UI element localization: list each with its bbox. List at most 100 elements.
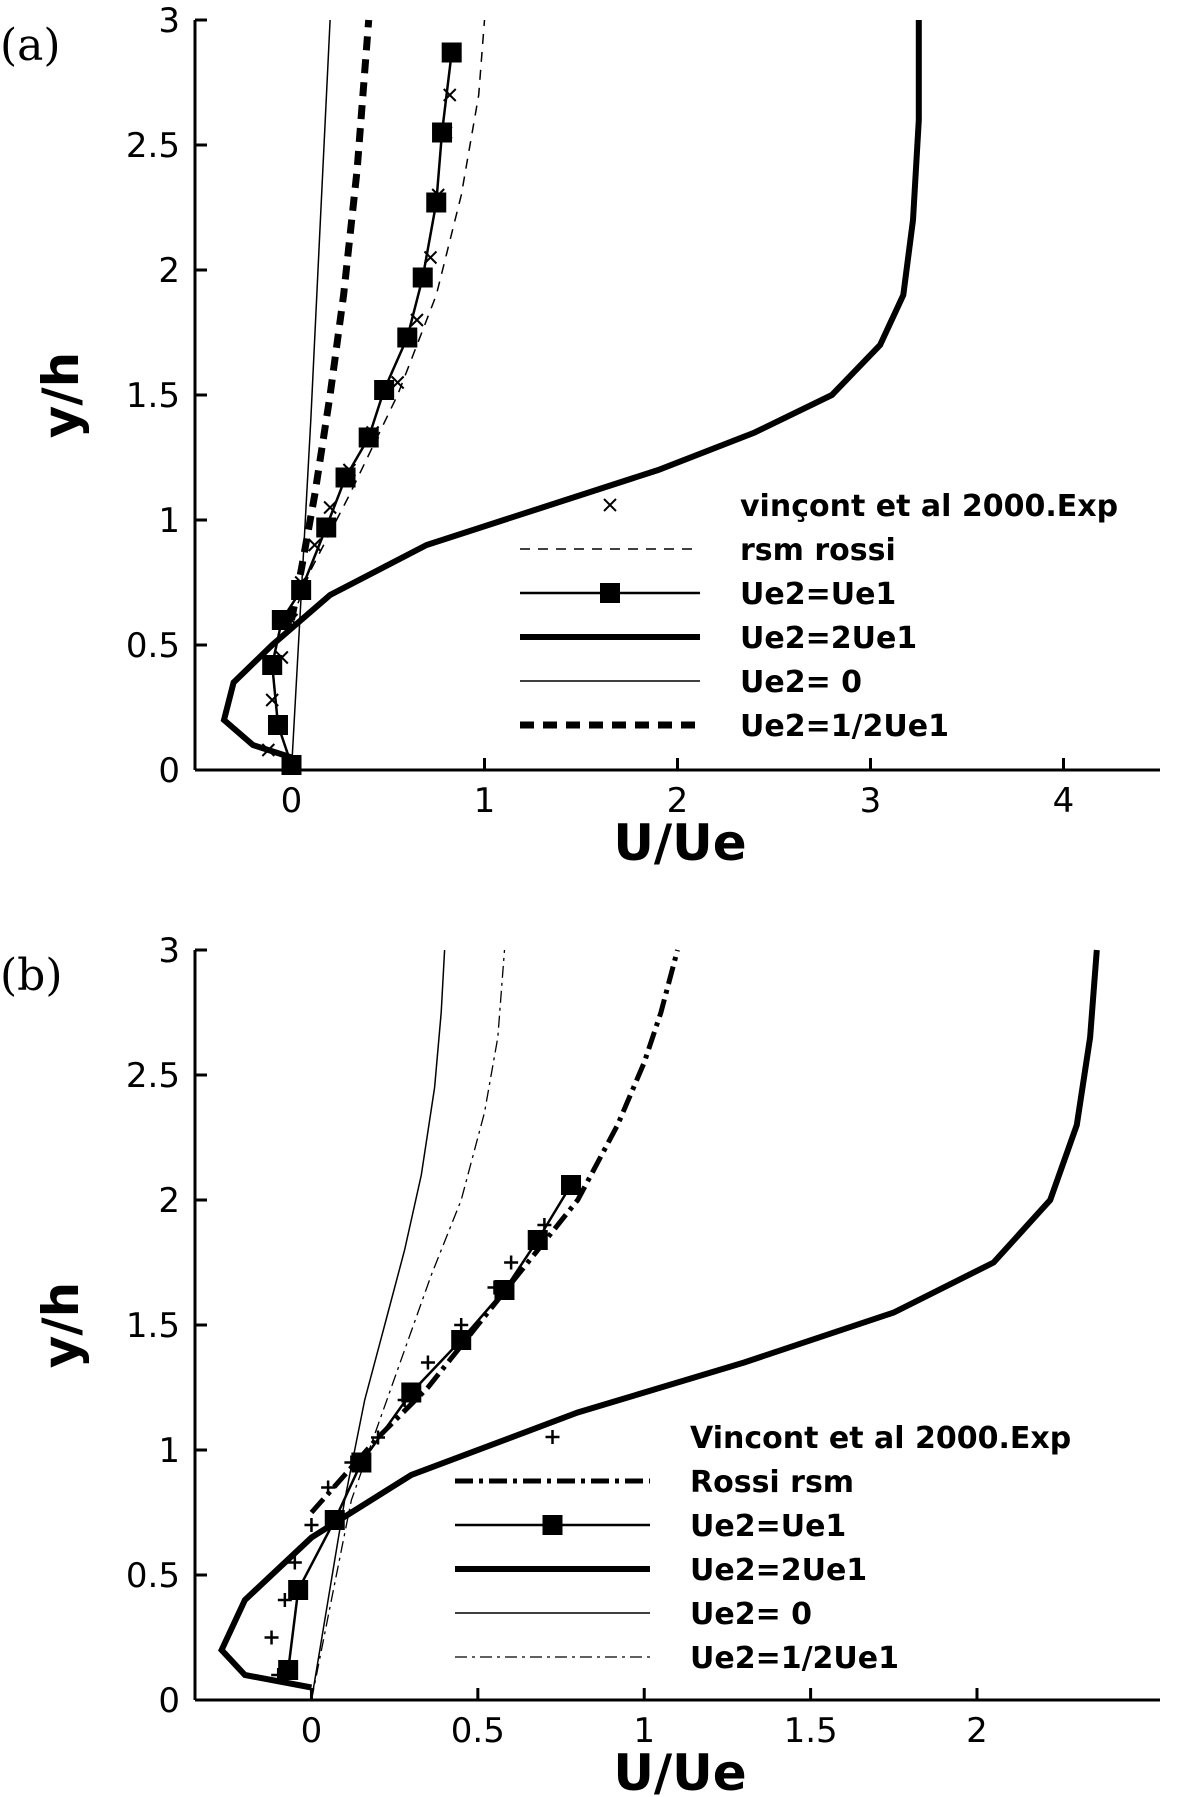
series-ue2-0: [290, 19, 331, 771]
y-tick-label: 0.5: [126, 1556, 180, 1596]
data-point: [316, 517, 337, 538]
x-tick-label: 0.5: [451, 1711, 505, 1751]
legend-marker: [603, 498, 617, 512]
panel-a: 0 0.5 1 1.5 2 2.5 3 0 1 2 3 4 U/Ue y/h (a) vinçont et a…: [0, 1, 1160, 872]
series-line: [309, 949, 680, 1515]
data-point: [304, 1518, 319, 1532]
data-point: [451, 1330, 472, 1350]
x-tick-label: 3: [860, 781, 882, 821]
series-rsm-rossi: [290, 19, 486, 621]
series-line: [220, 20, 922, 761]
panel-label: (a): [0, 20, 61, 71]
series-ue2-0: [310, 949, 446, 1701]
legend-marker: [545, 1430, 560, 1444]
series-ue2-1-2ue1: [288, 19, 373, 621]
legend-label: Ue2=2Ue1: [690, 1553, 867, 1588]
x-tick-label: 2: [667, 781, 689, 821]
series-rossi-rsm: [309, 949, 680, 1515]
y-axis-title: y/h: [32, 352, 90, 438]
series-line: [270, 52, 453, 766]
x-tick-label: 0: [301, 1711, 323, 1751]
panel-b: 0 0.5 1 1.5 2 2.5 3 0 0.5 1 1.5 2 U/Ue y/h (b) Vincont …: [0, 931, 1160, 1797]
data-point: [374, 380, 395, 400]
series-ue2-ue1: [262, 42, 462, 775]
y-tick-label: 2.5: [126, 1056, 180, 1096]
y-tick-label: 1.5: [126, 376, 180, 416]
legend-entry: Ue2=1/2Ue1: [520, 709, 949, 744]
legend-label: rsm rossi: [740, 533, 896, 568]
legend-entry: Ue2=2Ue1: [520, 621, 917, 656]
x-axis-title: U/Ue: [613, 1744, 746, 1797]
data-point: [264, 1630, 279, 1645]
data-point: [323, 500, 337, 515]
legend-label: vinçont et al 2000.Exp: [740, 489, 1118, 524]
series-ue2-ue1: [278, 1175, 582, 1680]
series-ue2-1-2ue1: [310, 949, 506, 1701]
y-tick-label: 0: [158, 1681, 180, 1721]
data-point: [397, 327, 418, 348]
y-tick-label: 1: [158, 1431, 180, 1471]
data-point: [278, 1660, 299, 1680]
series-ue2-2ue1: [218, 949, 1100, 1691]
legend-entry: Ue2=Ue1: [520, 577, 896, 612]
data-point: [358, 427, 379, 448]
legend-label: Ue2=Ue1: [690, 1509, 846, 1544]
legend-label: Ue2=2Ue1: [740, 621, 917, 656]
data-point: [351, 1452, 372, 1473]
legend-label: Ue2=Ue1: [740, 577, 896, 612]
legend-label: Vincont et al 2000.Exp: [690, 1421, 1071, 1456]
legend-entry: rsm rossi: [520, 533, 896, 568]
data-point: [527, 1230, 548, 1250]
series-line: [286, 1184, 573, 1671]
x-tick-label: 1: [633, 1711, 655, 1751]
x-axis-title: U/Ue: [613, 814, 746, 872]
data-point: [401, 1382, 422, 1403]
x-tick-label: 0: [281, 781, 303, 821]
y-tick-label: 0: [158, 751, 180, 791]
data-point: [432, 122, 453, 143]
data-point: [288, 1580, 309, 1600]
series-line: [310, 949, 446, 1701]
series-line: [218, 949, 1100, 1691]
legend-entry: Vincont et al 2000.Exp: [545, 1421, 1071, 1456]
legend-entry: Rossi rsm: [455, 1465, 854, 1500]
y-tick-label: 3: [158, 931, 180, 971]
legend-entry: Ue2=1/2Ue1: [455, 1641, 899, 1676]
legend-label: Ue2=1/2Ue1: [690, 1641, 899, 1676]
data-point: [494, 1280, 515, 1300]
y-tick-label: 2: [158, 251, 180, 291]
x-tick-label: 2: [966, 1711, 988, 1751]
legend-entry: Ue2=2Ue1: [455, 1553, 867, 1588]
legend-label: Ue2=1/2Ue1: [740, 709, 949, 744]
data-point: [561, 1175, 582, 1195]
data-point: [441, 42, 462, 63]
y-tick-label: 2.5: [126, 126, 180, 166]
data-point: [287, 1555, 302, 1570]
data-point: [271, 610, 292, 630]
y-axis-title: y/h: [32, 1282, 90, 1368]
series-line: [310, 949, 506, 1701]
legend-label: Ue2= 0: [690, 1597, 812, 1632]
legend-marker: [542, 1515, 563, 1535]
legend-label: Ue2= 0: [740, 665, 862, 700]
panel-label: (b): [0, 950, 63, 1001]
series-line: [288, 19, 373, 621]
data-point: [504, 1255, 519, 1270]
series-ue2-2ue1: [220, 20, 922, 761]
y-tick-label: 2: [158, 1181, 180, 1221]
legend-entry: Ue2= 0: [455, 1597, 812, 1632]
y-tick-label: 3: [158, 1, 180, 41]
data-point: [262, 655, 283, 675]
series-line: [290, 19, 486, 621]
series-vin-ont-et-al-2000-exp: [261, 88, 457, 757]
data-point: [335, 467, 356, 488]
series-line: [290, 19, 331, 771]
x-tick-label: 1.5: [784, 1711, 838, 1751]
x-tick-label: 4: [1053, 781, 1075, 821]
y-tick-label: 1.5: [126, 1306, 180, 1346]
data-point: [267, 715, 288, 735]
y-tick-label: 0.5: [126, 626, 180, 666]
legend-entry: vinçont et al 2000.Exp: [603, 489, 1118, 524]
y-tick-label: 1: [158, 501, 180, 541]
legend-entry: Ue2=Ue1: [455, 1509, 846, 1544]
